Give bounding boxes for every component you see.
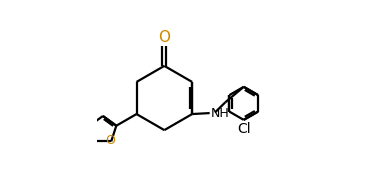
Text: O: O <box>105 134 115 147</box>
Text: Cl: Cl <box>237 122 251 136</box>
Text: NH: NH <box>210 107 230 120</box>
Text: O: O <box>158 30 170 45</box>
